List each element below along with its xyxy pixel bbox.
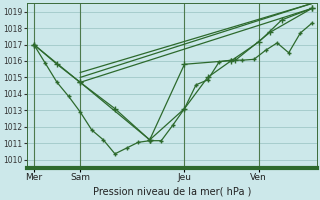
X-axis label: Pression niveau de la mer( hPa ): Pression niveau de la mer( hPa ) [92,187,251,197]
